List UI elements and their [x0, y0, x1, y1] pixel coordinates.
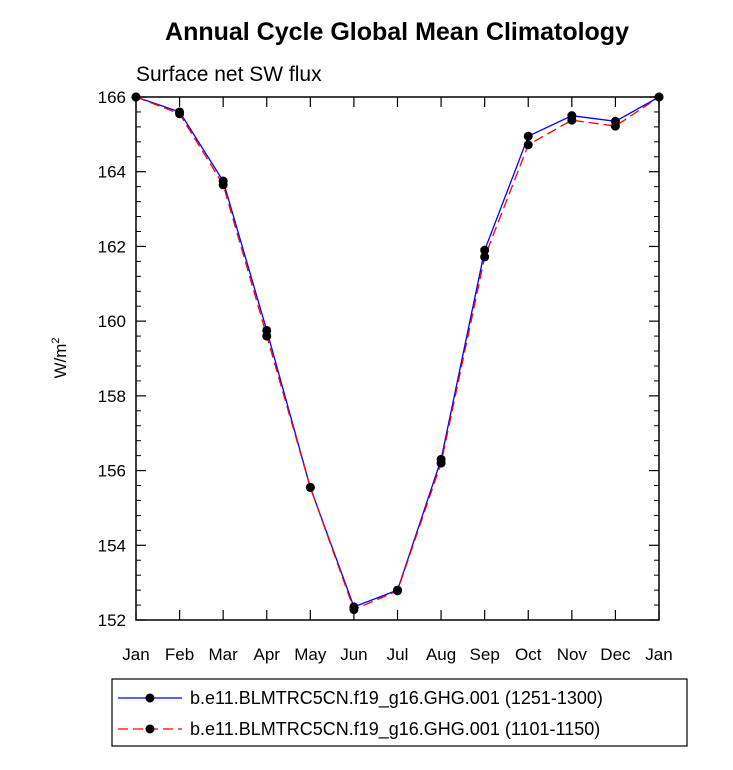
x-tick-label: Oct	[515, 645, 542, 664]
series-2-point-may	[305, 482, 315, 492]
series-2-point-mar	[218, 180, 228, 190]
y-axis-label-superscript: 2	[50, 337, 62, 343]
y-tick-label: 164	[98, 163, 126, 182]
series-2-point-oct	[523, 140, 533, 150]
x-tick-label: Apr	[254, 645, 281, 664]
series-2-point-jun	[349, 605, 359, 615]
series-2-point-sep	[480, 252, 490, 262]
legend-label-2: b.e11.BLMTRC5CN.f19_g16.GHG.001 (1101-11…	[190, 719, 600, 740]
x-tick-label: Dec	[600, 645, 631, 664]
legend-box	[111, 678, 688, 747]
series-lines	[135, 96, 660, 611]
major-ticks	[135, 96, 660, 621]
series-2-point-feb	[175, 109, 185, 119]
legend-label-1: b.e11.BLMTRC5CN.f19_g16.GHG.001 (1251-13…	[190, 688, 603, 709]
series-points	[131, 92, 664, 615]
y-tick-label: 156	[98, 462, 126, 481]
y-tick-label: 160	[98, 312, 126, 331]
y-tick-labels: 152 154 156 158 160 162 164 166	[98, 88, 126, 630]
legend-marker-2	[145, 724, 155, 734]
x-tick-label: Mar	[209, 645, 239, 664]
y-axis-label-text: W/m	[51, 344, 70, 379]
x-tick-label: Sep	[470, 645, 500, 664]
legend-entry-1: b.e11.BLMTRC5CN.f19_g16.GHG.001 (1251-13…	[118, 688, 603, 709]
x-tick-labels: Jan Feb Mar Apr May Jun Jul Aug Sep Oct Nov Dec Jan	[122, 645, 672, 664]
chart-subtitle: Surface net SW flux	[136, 63, 322, 86]
svg-text:W/m2: W/m2	[50, 337, 70, 378]
y-tick-label: 154	[98, 536, 126, 555]
y-tick-label: 166	[98, 88, 126, 107]
legend: b.e11.BLMTRC5CN.f19_g16.GHG.001 (1251-13…	[111, 678, 688, 747]
legend-marker-1	[145, 693, 155, 703]
y-tick-label: 152	[98, 611, 126, 630]
x-tick-label: Aug	[426, 645, 456, 664]
y-axis-label: W/m2	[50, 337, 70, 378]
series-2-point-jul	[393, 586, 402, 596]
y-tick-label: 162	[98, 237, 126, 256]
legend-entry-2: b.e11.BLMTRC5CN.f19_g16.GHG.001 (1101-11…	[118, 719, 600, 740]
x-tick-label: Feb	[165, 645, 194, 664]
plot-frame	[135, 96, 660, 621]
x-tick-label: Nov	[557, 645, 588, 664]
series-line-2	[135, 96, 660, 611]
x-tick-label: Jul	[387, 645, 409, 664]
series-2-point-aug	[436, 458, 446, 468]
x-tick-label: Jun	[340, 645, 367, 664]
x-tick-label: May	[294, 645, 327, 664]
series-2-point-nov	[567, 115, 577, 125]
chart-title: Annual Cycle Global Mean Climatology	[165, 18, 629, 46]
series-2-point-dec	[610, 121, 620, 131]
series-line-1	[135, 96, 660, 608]
minor-ticks	[136, 111, 659, 606]
series-2-point-apr	[262, 331, 272, 341]
x-tick-label: Jan	[122, 645, 149, 664]
series-1-point-sep	[480, 245, 490, 255]
series-1-point-oct	[523, 131, 533, 141]
x-tick-label: Jan	[645, 645, 672, 664]
y-tick-label: 158	[98, 387, 126, 406]
